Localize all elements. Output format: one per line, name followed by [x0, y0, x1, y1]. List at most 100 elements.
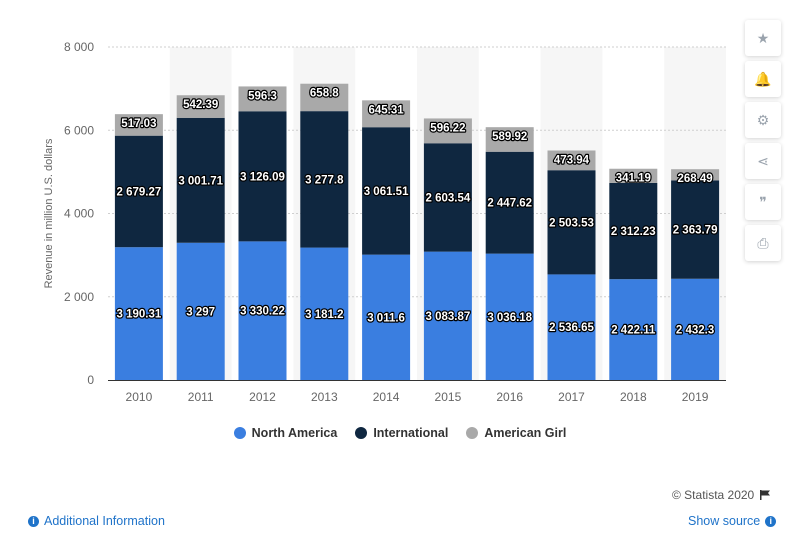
bar-north-america[interactable] [238, 241, 287, 380]
x-tick-label: 2013 [311, 390, 338, 404]
bar-american-girl[interactable] [176, 95, 225, 118]
axes: 0 2 000 4 000 6 000 8 000 Revenue in million … [43, 40, 726, 404]
bar-north-america[interactable] [423, 251, 472, 380]
info-icon: i [28, 515, 39, 527]
data-label: 2 536.65 [549, 322, 594, 334]
bar-north-america[interactable] [362, 254, 411, 380]
legend-marker [233, 427, 246, 439]
data-label: 2 447.62 [487, 198, 532, 210]
bar-north-america[interactable] [671, 278, 720, 380]
additional-information-label: Additional Information [44, 514, 165, 528]
x-tick-label: 2017 [558, 390, 585, 404]
share-button[interactable]: ⋖ [745, 143, 781, 179]
legend-label: International [373, 426, 449, 440]
bar-american-girl[interactable] [423, 118, 472, 144]
legend-item-international[interactable]: International [355, 426, 448, 440]
bar-american-girl[interactable] [362, 100, 411, 128]
bell-icon: 🔔 [754, 70, 772, 87]
bar-american-girl[interactable] [238, 86, 287, 112]
bar-north-america[interactable] [485, 253, 534, 380]
data-label: 3 297 [186, 306, 215, 318]
x-tick-label: 2010 [126, 390, 153, 404]
bar-american-girl[interactable] [547, 150, 596, 171]
bar-american-girl[interactable] [485, 127, 534, 152]
bar-international[interactable] [423, 143, 472, 252]
data-label: 3 011.6 [367, 312, 405, 324]
data-label: 542.39 [183, 99, 218, 111]
data-label: 2 503.53 [549, 217, 594, 229]
bar-american-girl[interactable] [609, 168, 658, 183]
x-tick-label: 2015 [435, 390, 462, 404]
bar-north-america[interactable] [176, 242, 225, 380]
y-axis-title: Revenue in million U.S. dollars [43, 138, 55, 288]
gear-icon: ⚙ [756, 111, 770, 128]
x-tick-label: 2011 [188, 390, 214, 404]
data-label: 589.92 [492, 131, 527, 143]
credits-text: © Statista 2020 [672, 488, 755, 502]
quote-icon: ❞ [759, 193, 767, 210]
bar-international[interactable] [485, 151, 534, 254]
data-label: 268.49 [678, 173, 713, 185]
legend-item-american-girl[interactable]: American Girl [466, 426, 566, 440]
data-label: 596.3 [248, 90, 277, 102]
data-label: 658.8 [310, 88, 339, 100]
y-tick-label: 6 000 [64, 123, 94, 137]
toolbar: ★ 🔔 ⚙ ⋖ ❞ ⎙ [745, 20, 781, 261]
data-label: 2 363.79 [673, 225, 718, 237]
x-tick-label: 2019 [682, 390, 709, 404]
data-label: 3 330.22 [240, 306, 285, 318]
bar-north-america[interactable] [114, 247, 163, 380]
additional-information-link[interactable]: i Additional Information [28, 514, 165, 528]
favorite-button[interactable]: ★ [745, 20, 781, 56]
x-tick-label: 2014 [373, 390, 400, 404]
bar-north-america[interactable] [609, 279, 658, 380]
bar-international[interactable] [238, 111, 287, 242]
x-tick-label: 2012 [249, 390, 276, 404]
legend-label: North America [251, 426, 338, 440]
y-tick-label: 8 000 [64, 40, 94, 54]
show-source-link[interactable]: Show source i [688, 514, 777, 528]
data-label: 341.19 [616, 173, 651, 185]
star-icon: ★ [756, 29, 770, 46]
notification-button[interactable]: 🔔 [745, 61, 781, 97]
cite-button[interactable]: ❞ [745, 184, 781, 220]
print-button[interactable]: ⎙ [745, 225, 781, 261]
data-label: 3 181.2 [305, 309, 343, 321]
bar-international[interactable] [176, 117, 225, 243]
bar-american-girl[interactable] [300, 83, 349, 112]
bar-north-america[interactable] [547, 274, 596, 380]
data-label: 2 422.11 [611, 325, 656, 337]
data-label: 3 126.09 [240, 171, 285, 183]
y-tick-label: 4 000 [64, 207, 94, 221]
settings-button[interactable]: ⚙ [745, 102, 781, 138]
flag-icon [760, 490, 771, 500]
bar-american-girl[interactable] [114, 114, 163, 136]
bar-international[interactable] [300, 111, 349, 248]
bar-international[interactable] [114, 135, 163, 248]
info-icon: i [765, 515, 777, 527]
bar-international[interactable] [547, 170, 596, 275]
stacked-bar-chart: 3 190.31 2 679.27 517.03 3 297 3 001.71 542.3… [43, 40, 726, 404]
bar-international[interactable] [671, 180, 720, 279]
data-label: 2 312.23 [611, 226, 656, 238]
bar-international[interactable] [362, 127, 411, 255]
show-source-label: Show source [688, 514, 761, 528]
data-label: 3 083.87 [426, 311, 471, 323]
data-label: 2 679.27 [117, 186, 162, 198]
data-label: 473.94 [554, 154, 590, 166]
share-icon: ⋖ [757, 152, 769, 169]
legend-marker [466, 427, 479, 439]
bar-north-america[interactable] [300, 247, 349, 380]
bars [114, 83, 720, 380]
data-label: 3 190.31 [117, 309, 162, 321]
legend-marker [355, 427, 368, 439]
bar-international[interactable] [609, 182, 658, 280]
data-label: 517.03 [121, 118, 156, 130]
legend: North America International American Girl [0, 426, 800, 440]
legend-item-north-america[interactable]: North America [233, 426, 338, 440]
bar-american-girl[interactable] [671, 169, 720, 181]
data-label: 3 061.51 [364, 186, 409, 198]
legend-label: American Girl [484, 426, 567, 440]
statista-credits[interactable]: © Statista 2020 [672, 488, 771, 502]
